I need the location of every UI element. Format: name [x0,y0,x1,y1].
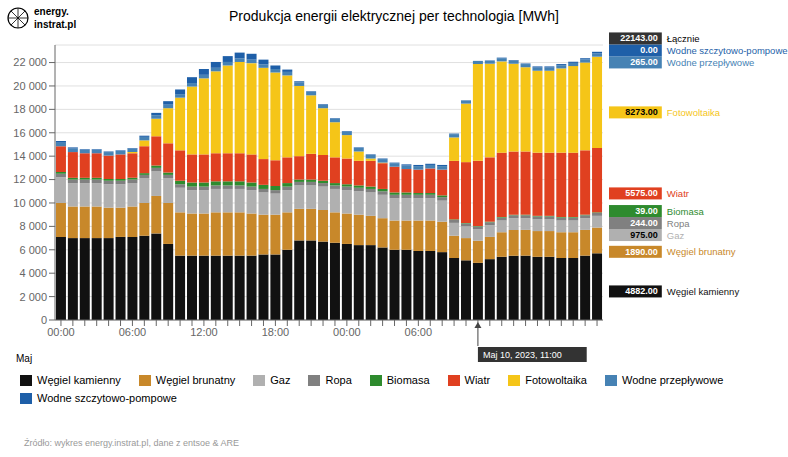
html-text:Biomasa: Biomasa [386,374,430,386]
svg-text:0.00: 0.00 [640,45,658,55]
svg-text:06:00: 06:00 [119,326,147,338]
html-text:Ropa: Ropa [325,374,352,386]
svg-text:6 000: 6 000 [19,244,47,256]
svg-text:22143.00: 22143.00 [620,33,658,43]
svg-text:Maj: Maj [16,353,32,364]
svg-text:244.00: 244.00 [630,218,658,228]
svg-text:8273.00: 8273.00 [625,107,658,117]
svg-text:39.00: 39.00 [635,206,658,216]
svg-text:Fotowoltaika: Fotowoltaika [667,107,721,118]
svg-text:00:00: 00:00 [47,326,75,338]
svg-text:265.00: 265.00 [630,57,658,67]
html-text:Wodne szczytowo-pompowe: Wodne szczytowo-pompowe [37,392,177,404]
svg-text:1890.00: 1890.00 [625,247,658,257]
html-text:Produkcja energii elektrycznej: Produkcja energii elektrycznej per techn… [229,8,559,24]
svg-text:20 000: 20 000 [13,80,47,92]
svg-text:Wiatr: Wiatr [667,188,689,199]
svg-text:Biomasa: Biomasa [667,206,705,217]
html-text:Wiatr: Wiatr [464,374,491,386]
svg-text:4882.00: 4882.00 [625,286,658,296]
svg-text:Węgiel brunatny: Węgiel brunatny [667,246,736,257]
svg-text:18 000: 18 000 [13,103,47,115]
html-text:Węgiel kamienny: Węgiel kamienny [37,374,121,386]
html-text:Węgiel brunatny: Węgiel brunatny [155,374,236,386]
html-text:instrat.pl: instrat.pl [34,19,77,30]
svg-text:Łącznie: Łącznie [667,33,700,44]
html-text:Wodne przepływowe: Wodne przepływowe [622,374,724,386]
svg-text:Węgiel kamienny: Węgiel kamienny [667,286,740,297]
svg-text:22 000: 22 000 [13,56,47,68]
svg-text:4 000: 4 000 [19,267,47,279]
svg-text:12:00: 12:00 [190,326,218,338]
svg-text:10 000: 10 000 [13,197,47,209]
svg-text:2 000: 2 000 [19,291,47,303]
html-text:Fotowoltaika: Fotowoltaika [525,374,587,386]
svg-text:12 000: 12 000 [13,173,47,185]
svg-text:18:00: 18:00 [262,326,290,338]
svg-text:Wodne przepływowe: Wodne przepływowe [667,57,754,68]
svg-text:975.00: 975.00 [630,230,658,240]
svg-text:5575.00: 5575.00 [625,188,658,198]
svg-text:8 000: 8 000 [19,220,47,232]
svg-text:Maj 10, 2023, 11:00: Maj 10, 2023, 11:00 [483,350,562,360]
svg-text:Wodne szczytowo-pompowe: Wodne szczytowo-pompowe [667,45,780,56]
html-text:energy.: energy. [34,6,69,17]
svg-text:00:00: 00:00 [333,326,361,338]
html-text:Gaz: Gaz [270,374,291,386]
html-text:Źródło: wykres energy.instrat.: Źródło: wykres energy.instrat.pl, dane z… [24,438,239,448]
svg-text:14 000: 14 000 [13,150,47,162]
svg-text:0: 0 [41,314,47,326]
svg-text:Gaz: Gaz [667,230,685,241]
svg-text:16 000: 16 000 [13,127,47,139]
svg-text:Ropa: Ropa [667,218,690,229]
svg-text:06:00: 06:00 [405,326,433,338]
